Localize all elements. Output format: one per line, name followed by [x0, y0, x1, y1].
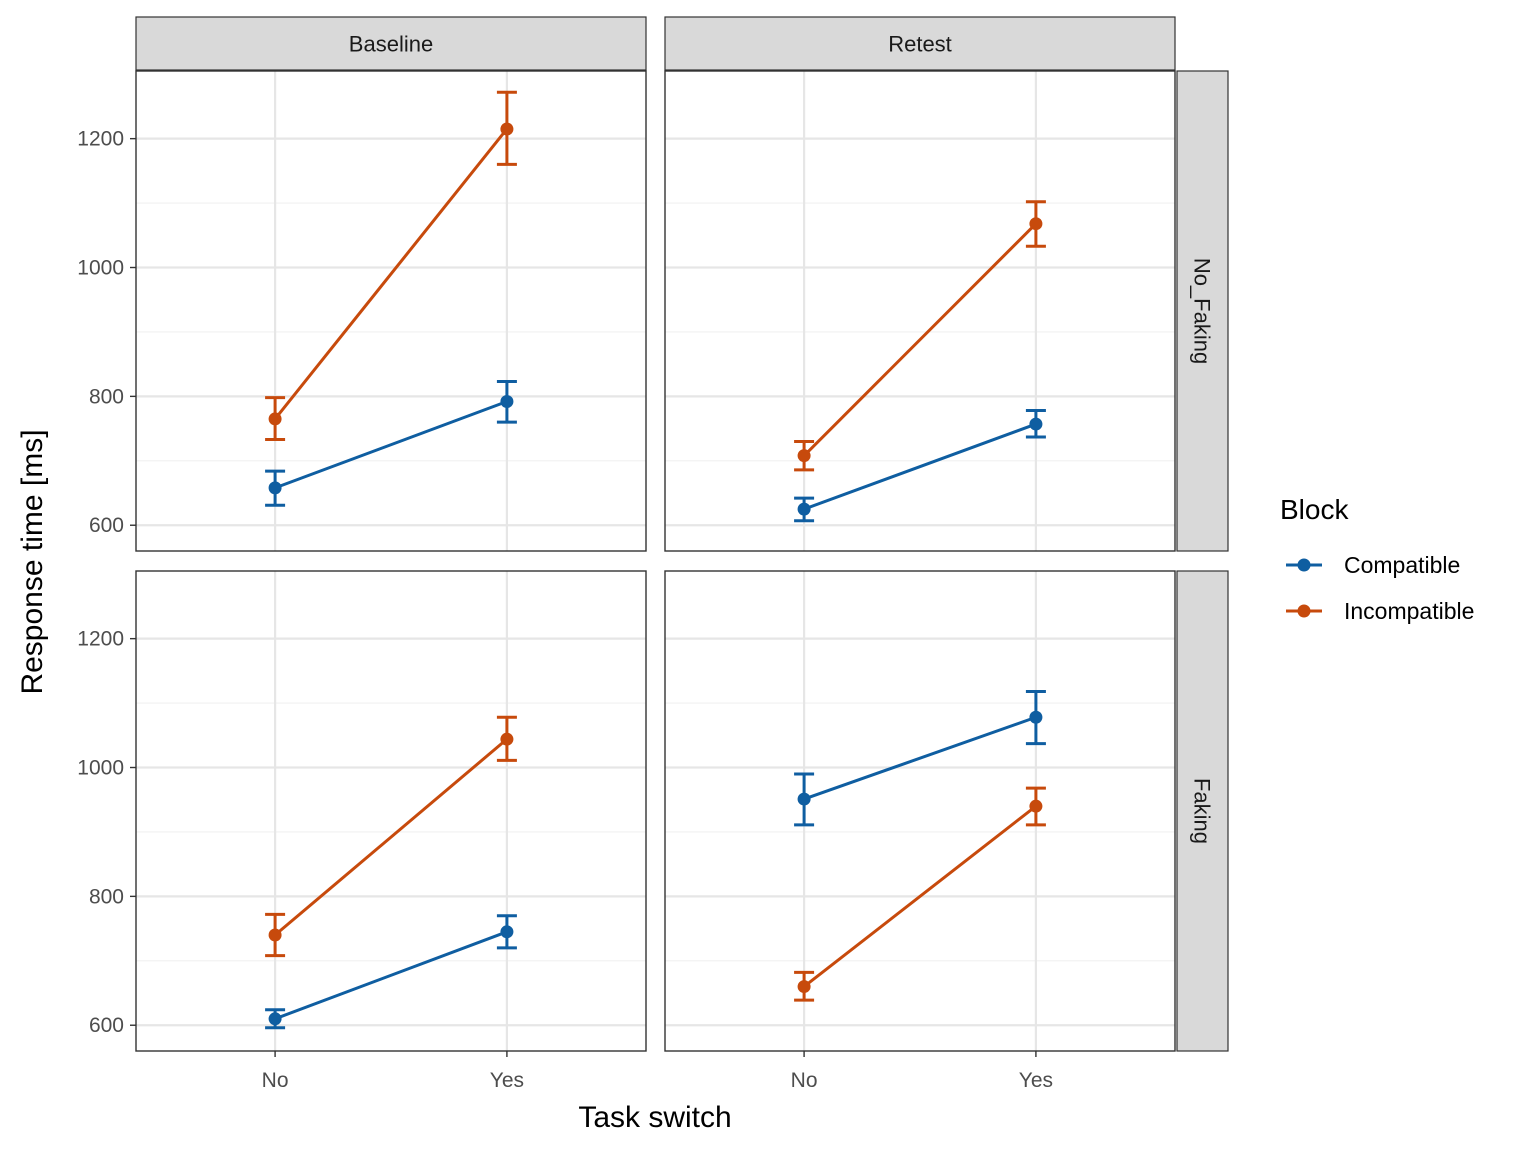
- series-line: [274, 738, 508, 937]
- facet-strip-label: Faking: [1190, 778, 1215, 844]
- data-point: [500, 925, 514, 939]
- series-compatible: [794, 409, 1046, 523]
- facet-strip-bg: [664, 16, 1176, 71]
- series-line: [274, 400, 508, 490]
- y-axis-title: Response time [ms]: [16, 429, 49, 694]
- axis-layer: 600 800 1000 1200 600 800 1000 1200 No Yes No Yes: [77, 128, 1053, 1092]
- legend-entry-compatible: Compatible: [1286, 552, 1460, 578]
- data-point: [1029, 799, 1043, 813]
- facet-strip-bg: [135, 16, 647, 71]
- series-compatible: [265, 914, 517, 1030]
- data-point: [1029, 417, 1043, 431]
- x-axis-title: Task switch: [578, 1101, 731, 1134]
- facet-strip-faking: Faking: [1176, 570, 1229, 1052]
- panel-retest-no-faking: [664, 70, 1176, 552]
- facet-strip-label: Retest: [888, 32, 952, 57]
- data-point: [1029, 217, 1043, 231]
- facet-strip-retest: Retest: [664, 16, 1176, 71]
- y-tick-label: 600: [89, 514, 124, 537]
- x-tick-label: No: [262, 1069, 289, 1092]
- data-point: [268, 481, 282, 495]
- data-point: [797, 792, 811, 806]
- series-compatible: [794, 689, 1046, 827]
- x-tick-label: Yes: [1019, 1069, 1053, 1092]
- panel-border: [664, 570, 1176, 1052]
- legend-label: Incompatible: [1344, 598, 1474, 624]
- facet-strip-bg: [1176, 70, 1229, 552]
- series-incompatible: [794, 786, 1046, 1002]
- data-point: [500, 395, 514, 409]
- panel-border: [135, 570, 647, 1052]
- data-point: [797, 980, 811, 994]
- facet-strip-label: No_Faking: [1190, 258, 1215, 364]
- y-tick-label: 1200: [77, 128, 124, 151]
- data-point: [268, 1012, 282, 1026]
- data-point: [797, 449, 811, 463]
- legend: Block Compatible Incompatible: [1280, 494, 1474, 624]
- panel-retest-faking: [664, 570, 1176, 1052]
- data-point: [1029, 710, 1043, 724]
- series-line: [274, 930, 508, 1021]
- series-line: [803, 222, 1037, 457]
- panel-baseline-no-faking: [135, 70, 647, 552]
- y-tick-label: 800: [89, 385, 124, 408]
- series-line: [273, 128, 509, 420]
- facet-strip-label: Baseline: [349, 32, 433, 57]
- y-tick-label: 1000: [77, 257, 124, 280]
- y-tick-label: 1200: [77, 628, 124, 651]
- legend-title: Block: [1280, 494, 1349, 525]
- data-point: [268, 412, 282, 426]
- y-tick-label: 1000: [77, 757, 124, 780]
- facet-strip-no-faking: No_Faking: [1176, 70, 1229, 552]
- legend-entries: Compatible Incompatible: [1286, 552, 1474, 624]
- panel-baseline-faking: [135, 570, 647, 1052]
- data-point: [797, 502, 811, 516]
- series-compatible: [265, 380, 517, 507]
- y-tick-label: 800: [89, 885, 124, 908]
- y-tick-label: 600: [89, 1014, 124, 1037]
- series-incompatible: [794, 200, 1046, 472]
- panel-border: [664, 70, 1176, 552]
- panels-layer: Baseline Retest No_Faking Faking: [135, 16, 1229, 1052]
- series-line: [803, 804, 1037, 988]
- x-tick-label: Yes: [490, 1069, 524, 1092]
- series-line: [803, 715, 1037, 801]
- facet-strip-baseline: Baseline: [135, 16, 647, 71]
- series-line: [803, 422, 1037, 511]
- legend-label: Compatible: [1344, 552, 1460, 578]
- legend-entry-incompatible: Incompatible: [1286, 598, 1474, 624]
- legend-key-point: [1297, 558, 1311, 572]
- x-tick-label: No: [791, 1069, 818, 1092]
- series-incompatible: [265, 715, 517, 958]
- facet-strip-bg: [1176, 570, 1229, 1052]
- panel-border: [135, 70, 647, 552]
- data-point: [268, 928, 282, 942]
- legend-key-point: [1297, 604, 1311, 618]
- data-point: [500, 122, 514, 136]
- series-incompatible: [265, 90, 517, 442]
- data-point: [500, 732, 514, 746]
